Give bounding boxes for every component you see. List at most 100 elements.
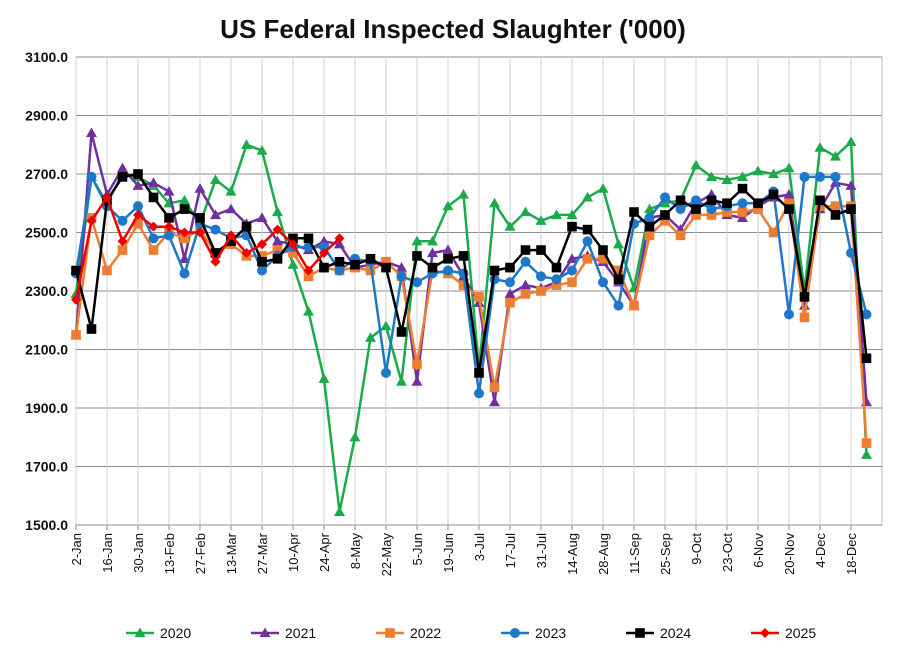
data-point-2022	[551, 280, 562, 290]
data-point-2021	[520, 279, 531, 290]
data-point-2022	[520, 289, 531, 299]
data-point-2022	[675, 230, 686, 241]
data-point-2023	[660, 192, 670, 203]
data-point-2025	[133, 209, 143, 220]
data-point-2024	[133, 169, 143, 179]
data-point-2024	[241, 221, 252, 232]
data-point-2020	[845, 136, 857, 146]
x-tick-label: 3-Jul	[472, 533, 487, 561]
data-point-2025	[210, 256, 221, 267]
data-point-2024	[675, 195, 686, 206]
y-tick-label: 1700.0	[25, 459, 68, 475]
data-point-2024	[272, 254, 283, 264]
data-point-2025	[71, 294, 81, 305]
data-point-2022	[148, 245, 159, 255]
x-tick-label: 16-Jan	[100, 533, 115, 573]
data-point-2024	[412, 251, 422, 261]
data-point-2024	[303, 233, 314, 244]
data-point-2022	[598, 254, 608, 264]
y-tick-label: 2700.0	[25, 166, 68, 182]
data-point-2021	[845, 180, 857, 190]
data-point-2025	[241, 247, 252, 258]
data-point-2022	[737, 207, 748, 217]
y-tick-label: 2900.0	[25, 108, 68, 124]
data-point-2025	[148, 221, 159, 232]
data-point-2021	[117, 162, 128, 173]
x-tick-label: 8-May	[348, 533, 363, 570]
data-point-2021	[783, 188, 795, 199]
data-point-2022	[117, 245, 128, 255]
x-tick-label: 5-Jun	[410, 533, 425, 566]
data-point-2023	[551, 274, 562, 285]
y-tick-label: 2100.0	[25, 342, 68, 358]
legend-marker-2025	[760, 628, 770, 638]
data-point-2024	[288, 233, 298, 244]
data-point-2023	[86, 171, 97, 182]
data-point-2021	[132, 180, 144, 190]
data-point-2023	[830, 171, 841, 182]
x-tick-label: 14-Aug	[565, 533, 580, 575]
y-tick-label: 3100.0	[25, 49, 68, 65]
data-point-2022	[381, 256, 391, 267]
data-point-2024	[210, 248, 221, 258]
data-point-2024	[815, 195, 825, 206]
data-point-2020	[597, 183, 609, 193]
data-point-2024	[706, 195, 717, 206]
y-tick-label: 2500.0	[25, 225, 68, 241]
series-line-2025	[74, 196, 341, 301]
data-point-2024	[195, 213, 205, 223]
data-point-2022	[768, 227, 779, 238]
data-point-2022	[505, 297, 515, 308]
data-point-2020	[318, 373, 330, 383]
data-point-2020	[241, 139, 252, 149]
data-point-2020	[504, 221, 516, 231]
data-point-2020	[861, 449, 872, 459]
data-point-2025	[319, 247, 329, 258]
data-point-2020	[613, 238, 624, 249]
data-point-2023	[582, 236, 593, 247]
data-point-2021	[442, 244, 454, 255]
series-line-2023	[74, 175, 868, 395]
legend-label-2024: 2024	[660, 625, 691, 641]
legend-label-2020: 2020	[160, 625, 191, 641]
data-point-2022	[303, 271, 314, 282]
data-point-2023	[784, 309, 794, 320]
data-point-2023	[861, 309, 872, 320]
data-point-2024	[226, 236, 236, 247]
x-tick-label: 23-Oct	[720, 533, 735, 572]
data-point-2024	[179, 204, 190, 214]
data-point-2023	[815, 171, 825, 182]
x-tick-label: 10-Apr	[286, 532, 301, 572]
data-point-2022	[474, 292, 484, 302]
data-point-2024	[427, 262, 438, 273]
data-point-2022	[706, 210, 717, 220]
data-point-2021	[86, 127, 97, 138]
data-point-2024	[846, 204, 856, 214]
data-point-2023	[675, 204, 686, 215]
data-point-2023	[567, 265, 577, 276]
data-point-2022	[102, 265, 112, 276]
data-point-2023	[164, 230, 174, 241]
data-point-2022	[257, 251, 267, 261]
data-point-2023	[443, 265, 453, 276]
data-point-2023	[474, 388, 484, 399]
data-point-2024	[489, 265, 500, 276]
x-tick-label: 19-Jun	[441, 533, 456, 573]
data-point-2024	[598, 245, 608, 255]
data-point-2022	[753, 204, 763, 214]
legend-marker-2024	[635, 628, 645, 638]
data-point-2024	[660, 210, 670, 220]
data-point-2020	[256, 145, 268, 155]
data-point-2020	[458, 188, 469, 199]
data-point-2021	[225, 203, 237, 214]
data-point-2023	[210, 224, 221, 235]
data-point-2025	[179, 227, 190, 238]
data-point-2025	[334, 233, 345, 244]
data-point-2024	[753, 198, 763, 209]
data-point-2024	[71, 265, 81, 276]
data-point-2021	[504, 288, 516, 299]
legend-label-2021: 2021	[285, 625, 316, 641]
legend-label-2022: 2022	[410, 625, 441, 641]
data-point-2023	[334, 265, 345, 276]
